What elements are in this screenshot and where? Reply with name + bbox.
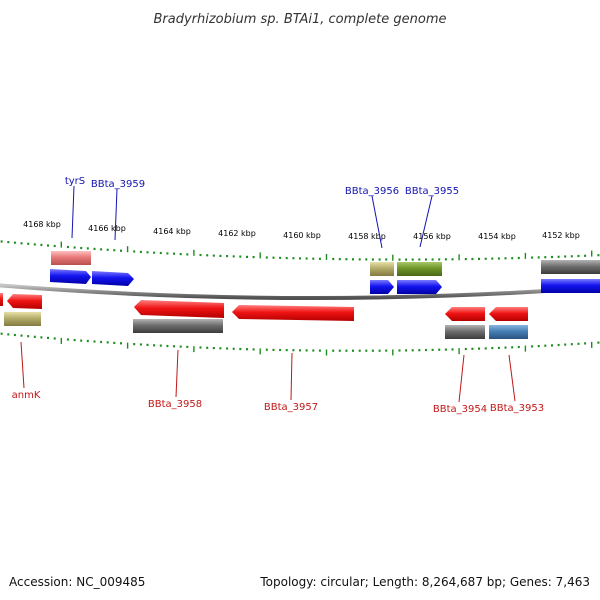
label-BBta-3954[interactable]: BBta_3954	[433, 404, 487, 415]
tick-label-4160: 4160 kbp	[283, 231, 321, 240]
gene-tyrS-rna[interactable]	[51, 251, 91, 265]
tick-label-4152: 4152 kbp	[542, 231, 580, 240]
label-BBta-3955[interactable]: BBta_3955	[405, 186, 459, 197]
label-BBta-3958[interactable]: BBta_3958	[148, 399, 202, 410]
label-BBta-3953[interactable]: BBta_3953	[490, 403, 544, 414]
gene-BBta-3958-feature[interactable]	[133, 319, 223, 333]
tick-label-4164: 4164 kbp	[153, 227, 191, 236]
gene-BBta-3956-feature[interactable]	[370, 262, 394, 276]
gene-BBta-3954-feature[interactable]	[445, 325, 485, 339]
genome-summary-text: Topology: circular; Length: 8,264,687 bp…	[259, 575, 590, 589]
tick-label-4162: 4162 kbp	[218, 229, 256, 238]
gene-BBta-3955-feature[interactable]	[397, 262, 442, 276]
tick-label-4168: 4168 kbp	[23, 220, 61, 229]
gene-BBta-3956[interactable]	[370, 280, 394, 294]
lower-tick-ruler	[0, 332, 600, 356]
gene-left-edge[interactable]	[0, 293, 3, 306]
label-BBta-3959[interactable]: BBta_3959	[91, 179, 145, 190]
tick-label-4166: 4166 kbp	[88, 224, 126, 233]
upper-tick-ruler	[0, 240, 600, 261]
label-tyrS[interactable]: tyrS	[65, 176, 85, 187]
tick-label-4156: 4156 kbp	[413, 232, 451, 241]
gene-BBta-3953[interactable]	[489, 307, 528, 321]
accession-text: Accession: NC_009485	[9, 575, 145, 589]
label-BBta-3957[interactable]: BBta_3957	[264, 402, 318, 413]
tick-label-4158: 4158 kbp	[348, 232, 386, 241]
label-anmK[interactable]: anmK	[12, 390, 41, 401]
gene-BBta-3957[interactable]	[232, 305, 354, 321]
label-leaders	[20, 185, 516, 403]
gene-right-forward-feature[interactable]	[541, 260, 600, 274]
label-BBta-3956[interactable]: BBta_3956	[345, 186, 399, 197]
gene-anmK[interactable]	[7, 294, 42, 309]
genome-backbone	[0, 283, 600, 301]
gene-BBta-3953-feature[interactable]	[489, 325, 528, 339]
gene-anmK-feature[interactable]	[4, 312, 41, 326]
tick-label-4154: 4154 kbp	[478, 232, 516, 241]
gene-tyrS[interactable]	[50, 269, 91, 284]
gene-right-forward[interactable]	[541, 279, 600, 293]
gene-BBta-3958[interactable]	[134, 300, 224, 318]
gene-BBta-3959[interactable]	[92, 271, 134, 286]
gene-BBta-3954[interactable]	[445, 307, 485, 321]
map-title: Bradyrhizobium sp. BTAi1, complete genom…	[153, 12, 446, 27]
gene-BBta-3955[interactable]	[397, 280, 442, 294]
